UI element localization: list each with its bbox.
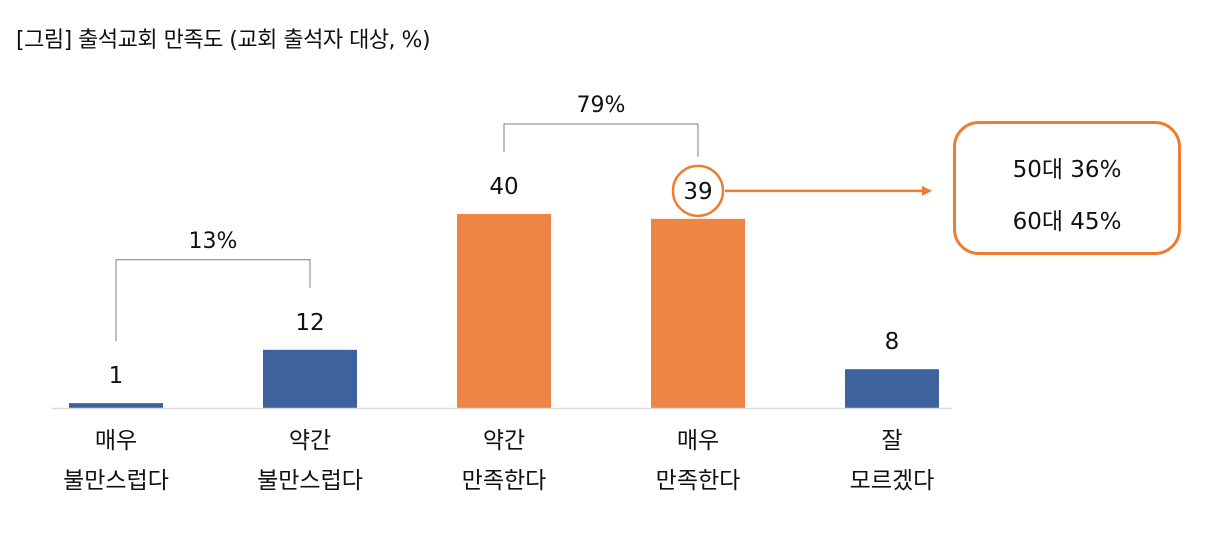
bar-0 xyxy=(69,403,163,408)
category-label-3-line-0: 매우 xyxy=(677,428,719,454)
highlight-circle xyxy=(671,164,725,218)
value-label-0: 1 xyxy=(109,363,124,389)
value-label-3: 39 xyxy=(683,179,712,205)
callout-line-50s: 50대 36% xyxy=(1012,157,1122,183)
category-label-4-line-1: 모르겠다 xyxy=(850,468,935,494)
category-label-2-line-0: 약간 xyxy=(483,428,525,454)
value-label-2: 40 xyxy=(489,174,518,200)
category-label-4-line-0: 잘 xyxy=(881,428,902,454)
bar-3 xyxy=(651,218,745,408)
bracket-label-1: 79% xyxy=(577,93,626,118)
value-label-1: 12 xyxy=(295,310,324,336)
bar-2 xyxy=(457,214,551,408)
callout-line-60s: 60대 45% xyxy=(1012,209,1122,235)
value-label-4: 8 xyxy=(885,329,900,355)
bar-4 xyxy=(845,369,939,408)
bar-1 xyxy=(263,349,357,408)
category-label-2-line-1: 만족한다 xyxy=(462,468,547,494)
bracket-1 xyxy=(503,123,699,157)
category-label-1-line-1: 불만스럽다 xyxy=(257,468,363,494)
category-label-0-line-1: 불만스럽다 xyxy=(63,468,169,494)
category-label-1-line-0: 약간 xyxy=(289,428,331,454)
callout-box: 50대 36% 60대 45% xyxy=(953,121,1181,255)
category-label-3-line-1: 만족한다 xyxy=(656,468,741,494)
bracket-label-0: 13% xyxy=(189,229,238,254)
category-label-0-line-0: 매우 xyxy=(95,428,137,454)
chart-title: [그림] 출석교회 만족도 (교회 출석자 대상, %) xyxy=(16,28,431,53)
bracket-0 xyxy=(115,259,311,342)
